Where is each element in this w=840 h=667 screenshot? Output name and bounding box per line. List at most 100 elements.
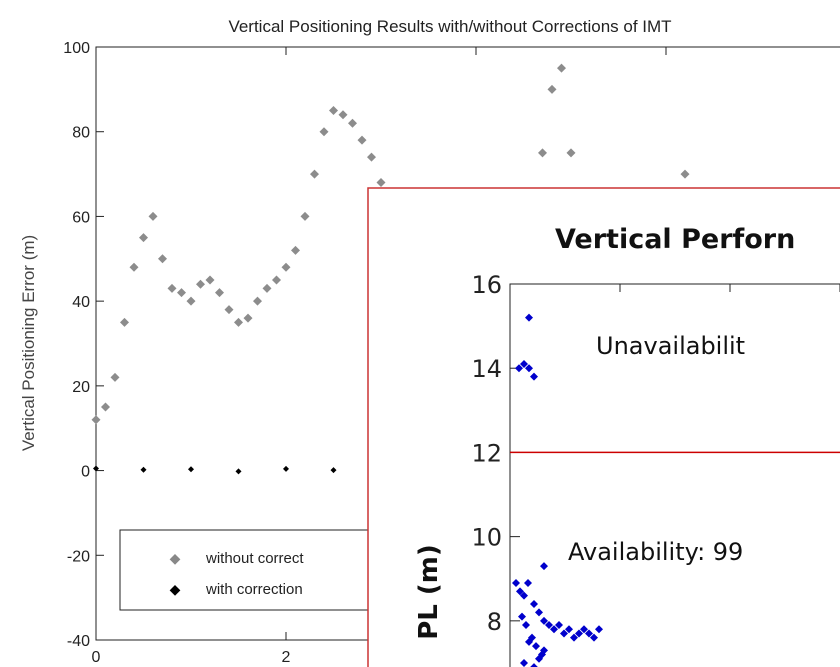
y-tick-label-5: 0 <box>81 464 90 481</box>
point-without-48 <box>547 84 557 94</box>
inset-point-31 <box>540 646 548 655</box>
point-with-0 <box>93 465 99 472</box>
inset-y-tick-label-4: 8 <box>487 608 502 636</box>
point-without-49 <box>557 63 566 73</box>
inset-point-1 <box>520 360 528 368</box>
inset-point-10 <box>530 600 538 608</box>
point-without-7 <box>158 254 167 264</box>
y-tick-label-6: -20 <box>67 548 90 565</box>
point-with-2 <box>188 466 194 473</box>
inset-point-13 <box>545 621 553 630</box>
point-without-9 <box>177 288 186 298</box>
point-without-16 <box>243 313 253 323</box>
point-without-22 <box>300 211 310 221</box>
point-without-21 <box>291 245 300 255</box>
inset-point-11 <box>535 608 543 617</box>
inset-point-20 <box>580 625 588 634</box>
chart-title: Vertical Positioning Results with/withou… <box>228 17 671 36</box>
x-tick-label-1: 2 <box>282 649 291 666</box>
inset-point-25 <box>522 621 530 630</box>
point-with-3 <box>235 468 242 475</box>
point-without-4 <box>129 262 139 272</box>
y-tick-label-2: 60 <box>72 209 90 226</box>
x-tick-label-0: 0 <box>92 649 101 666</box>
point-without-23 <box>310 169 319 179</box>
y-tick-label-4: 20 <box>72 379 90 396</box>
point-without-10 <box>186 296 196 306</box>
y-tick-label-1: 80 <box>72 125 90 142</box>
y-axis-label: Vertical Positioning Error (m) <box>19 235 38 451</box>
point-without-27 <box>348 118 357 128</box>
point-without-0 <box>91 415 101 425</box>
point-without-11 <box>196 279 205 289</box>
inset-axis-ticks: 16 14 12 10 8 <box>471 271 840 636</box>
point-without-2 <box>110 372 120 382</box>
legend: ◆ without correct ◆ with correction <box>119 529 381 611</box>
y-tick-label-7: -40 <box>67 633 90 650</box>
inset-plot-area <box>509 283 840 667</box>
point-without-18 <box>262 283 272 293</box>
inset-data-points <box>512 313 603 667</box>
inset-point-30 <box>530 663 538 667</box>
inset-point-6 <box>512 578 520 587</box>
point-without-30 <box>376 178 386 188</box>
point-without-28 <box>357 135 367 145</box>
point-without-50 <box>566 148 576 158</box>
inset-point-5 <box>525 313 533 322</box>
inset-point-4 <box>540 562 548 571</box>
inset-point-0 <box>515 364 523 373</box>
point-without-5 <box>139 233 148 243</box>
point-without-20 <box>281 262 291 272</box>
point-without-15 <box>234 317 243 327</box>
legend-label-without: without correct <box>205 550 304 567</box>
point-with-5 <box>330 467 337 474</box>
point-without-6 <box>148 211 158 221</box>
inset-point-17 <box>565 625 573 634</box>
point-without-24 <box>319 127 329 137</box>
inset-point-15 <box>555 621 563 630</box>
legend-box <box>119 529 381 611</box>
point-with-4 <box>283 465 289 472</box>
inset-point-3 <box>530 372 538 381</box>
inset-y-tick-label-1: 14 <box>471 355 502 383</box>
point-without-29 <box>367 152 376 162</box>
inset-point-8 <box>520 591 528 600</box>
point-with-1 <box>140 466 147 473</box>
inset-point-12 <box>540 616 548 625</box>
inset-point-18 <box>570 633 578 642</box>
inset-y-tick-label-2: 12 <box>471 439 502 467</box>
point-without-12 <box>205 275 215 285</box>
point-without-17 <box>253 296 262 306</box>
point-without-19 <box>272 275 281 285</box>
inset-point-22 <box>590 633 598 642</box>
legend-label-with: with correction <box>205 581 303 598</box>
inset-point-14 <box>550 625 558 634</box>
inset-point-27 <box>532 642 540 651</box>
point-without-3 <box>120 317 129 327</box>
inset-chart: Vertical Perforn 16 14 12 10 8 Unavailabilit… <box>367 187 840 667</box>
inset-point-24 <box>518 612 526 621</box>
y-tick-label-3: 40 <box>72 294 90 311</box>
point-without-62 <box>680 169 690 179</box>
point-without-13 <box>215 288 224 298</box>
inset-point-9 <box>524 578 532 587</box>
inset-y-tick-label-0: 16 <box>471 271 502 299</box>
inset-point-33 <box>535 654 543 663</box>
inset-point-21 <box>585 629 593 638</box>
legend-marker-with: ◆ <box>170 581 181 597</box>
inset-y-tick-label-3: 10 <box>471 524 502 552</box>
unavailability-annotation: Unavailabilit <box>596 332 745 360</box>
availability-annotation: Availability: 99 <box>568 538 743 566</box>
point-without-47 <box>538 148 547 158</box>
inset-y-axis-label: PL (m) <box>414 544 444 640</box>
y-tick-label-0: 100 <box>63 40 90 57</box>
point-without-8 <box>167 283 177 293</box>
inset-title: Vertical Perforn <box>555 224 795 255</box>
inset-point-23 <box>595 625 603 634</box>
point-without-14 <box>224 305 234 315</box>
inset-point-32 <box>525 637 533 646</box>
point-without-1 <box>101 402 110 412</box>
point-without-26 <box>338 110 348 120</box>
